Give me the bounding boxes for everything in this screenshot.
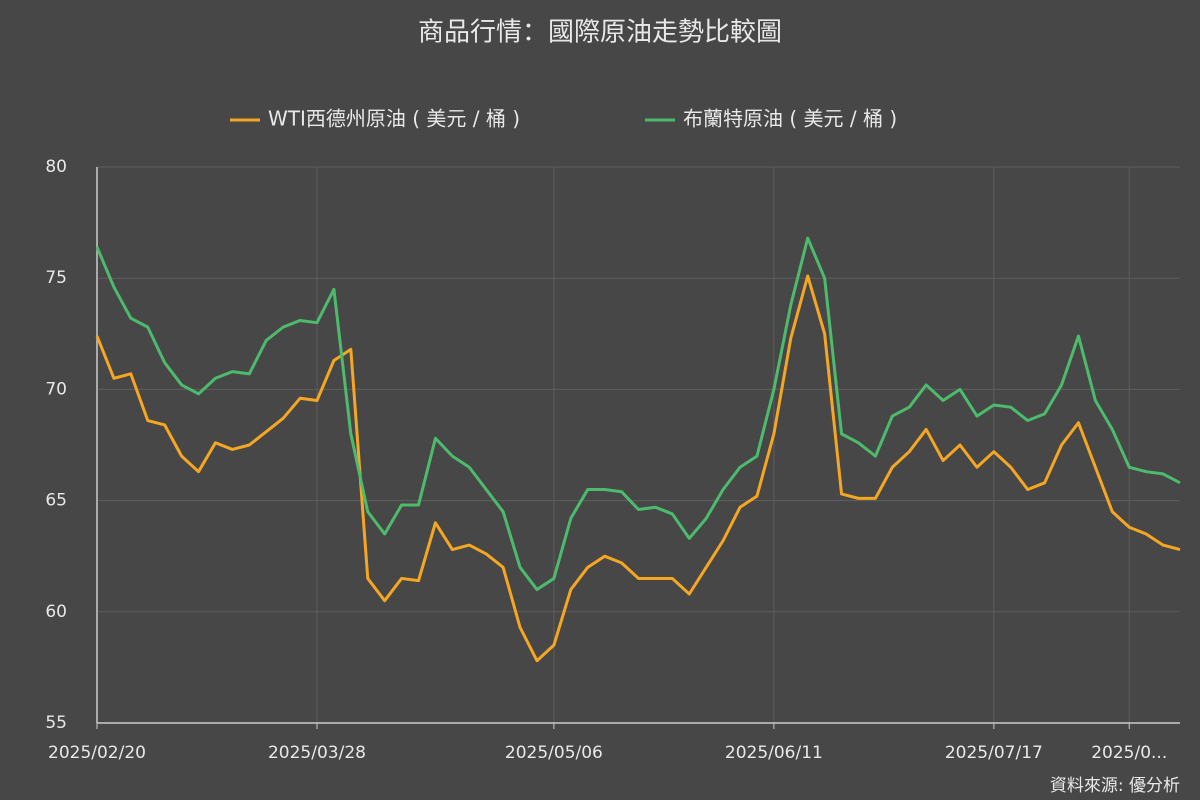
y-tick-label: 55 [45, 713, 67, 733]
x-tick-label: 2025/06/11 [725, 743, 823, 763]
chart-title: 商品行情：國際原油走勢比較圖 [418, 18, 782, 48]
y-tick-label: 70 [45, 379, 67, 399]
y-tick-label: 80 [45, 157, 67, 177]
legend-label: WTI西德州原油 ( 美元 / 桶 ) [268, 107, 520, 131]
x-tick-label: 2025/02/20 [48, 743, 146, 763]
y-tick-label: 75 [45, 268, 67, 288]
y-tick-label: 65 [45, 491, 67, 511]
x-tick-label: 2025/03/28 [268, 743, 366, 763]
source-note: 資料來源: 優分析 [1050, 776, 1180, 796]
x-tick-label: 2025/0... [1091, 743, 1167, 763]
series-line [95, 274, 1181, 663]
x-tick-label: 2025/05/06 [505, 743, 603, 763]
y-tick-label: 60 [45, 602, 67, 622]
x-tick-label: 2025/07/17 [945, 743, 1043, 763]
legend-label: 布蘭特原油 ( 美元 / 桶 ) [683, 107, 897, 131]
series-line [95, 236, 1181, 592]
